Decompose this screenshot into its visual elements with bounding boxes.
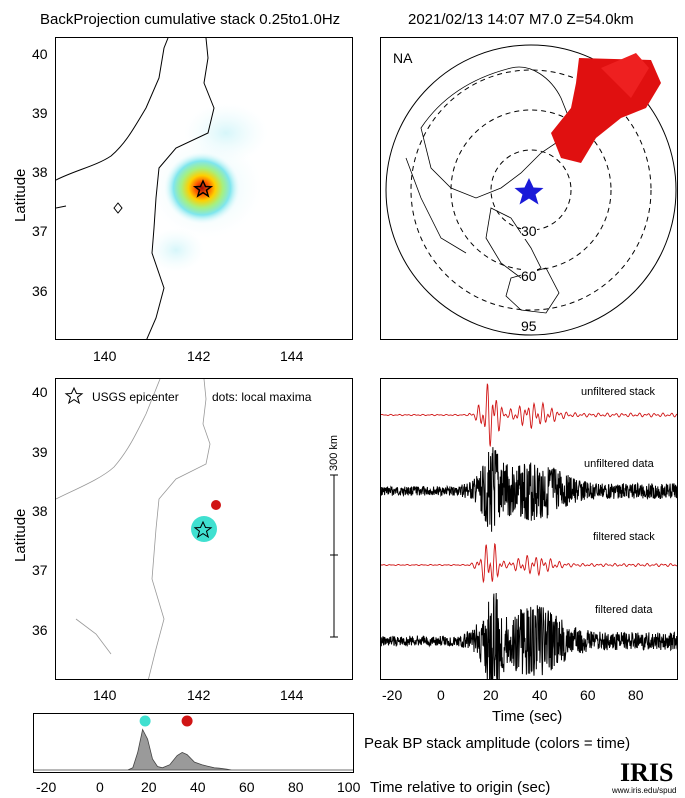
y-tick: 40 [32,384,48,400]
x-tick: 140 [93,687,117,703]
waveform-svg [381,383,677,679]
network-label: NA [393,50,413,66]
x-tick: 0 [96,779,104,795]
peak-amplitude-area [34,728,353,771]
globe-outline [385,44,677,336]
page-title: BackProjection cumulative stack 0.25to1.… [40,11,341,28]
x-tick: -20 [36,779,57,795]
filtered-stack-trace [381,542,677,584]
continent-outline [405,157,467,254]
local-maximum-dot [191,516,217,542]
y-tick: 40 [32,46,48,62]
epicenter-star [514,178,544,205]
x-tick: 100 [337,779,361,795]
bp-energy-peak [164,152,240,224]
trace-label: unfiltered stack [581,386,655,398]
x-tick: 144 [280,348,304,364]
x-tick: 60 [580,687,596,703]
y-axis-label: Latitude [12,508,29,562]
y-tick: 37 [32,562,48,578]
x-tick: 142 [187,348,211,364]
x-tick: 60 [239,779,255,795]
unfiltered-data-trace [381,447,677,532]
x-tick: 40 [532,687,548,703]
coastline [148,379,211,679]
ring-label: 30 [521,223,537,239]
y-tick: 39 [32,444,48,460]
peak-caption: Peak BP stack amplitude (colors = time) [364,735,631,752]
x-tick: -20 [382,687,403,703]
continent-outline [505,267,560,314]
local-maxima-map-svg [56,379,338,679]
coastline [113,202,123,214]
bp-energy-halo [148,228,204,272]
distance-ring [450,109,612,271]
x-tick: 140 [93,348,117,364]
y-tick: 36 [32,622,48,638]
x-tick: 20 [483,687,499,703]
filtered-data-trace [381,592,677,679]
cumulative-stack-map-svg [56,38,268,339]
distance-ring [490,149,572,231]
cumulative-stack-map [55,37,353,340]
local-maximum-dot [211,500,221,510]
ring-label: 95 [521,318,537,334]
peak-time-marker [139,715,151,727]
station-globe-svg [385,44,677,336]
coastline [75,618,112,655]
local-maxima-map: USGS epicenter dots: local maxima 300 km [55,378,353,680]
station-cluster [601,53,649,98]
legend-star-icon [64,386,84,405]
continent-outline [420,66,572,199]
event-info: 2021/02/13 14:07 M7.0 Z=54.0km [408,11,634,28]
epicenter-star [193,520,213,539]
y-axis-label: Latitude [12,168,29,222]
unfiltered-stack-trace [381,383,677,447]
x-tick: 142 [187,687,211,703]
iris-logo: IRIS [620,758,674,787]
y-tick: 38 [32,164,48,180]
peak-time-marker [181,715,193,727]
peak-amplitude-panel [33,713,354,773]
y-tick: 39 [32,105,48,121]
epicenter-star [192,179,214,198]
peak-amplitude-svg [34,715,353,771]
legend-epicenter-label: USGS epicenter [92,390,179,404]
waveform-panel: unfiltered stack unfiltered data filtere… [380,378,678,680]
coastline [56,205,67,209]
distance-ring [410,69,652,311]
x-tick: 40 [190,779,206,795]
x-tick: 0 [437,687,445,703]
y-tick: 36 [32,283,48,299]
coastline [56,38,169,181]
x-axis-label: Time (sec) [492,708,563,725]
y-tick: 38 [32,503,48,519]
x-tick: 80 [628,687,644,703]
station-globe: NA 30 60 95 [380,37,678,340]
scale-label: 300 km [328,434,340,471]
bottom-x-axis-label: Time relative to origin (sec) [370,779,551,796]
trace-label: unfiltered data [584,458,654,470]
x-tick: 80 [288,779,304,795]
x-tick: 144 [280,687,304,703]
y-tick: 37 [32,223,48,239]
coastline [146,38,215,339]
ring-label: 60 [521,268,537,284]
iris-url: www.iris.edu/spud [612,786,677,795]
coastline [56,379,161,500]
trace-label: filtered data [595,604,653,616]
trace-label: filtered stack [593,531,655,543]
legend-dots-label: dots: local maxima [212,390,312,404]
x-tick: 20 [141,779,157,795]
